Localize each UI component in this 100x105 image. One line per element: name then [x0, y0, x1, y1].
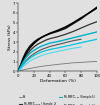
Y-axis label: Stress (kPa): Stress (kPa) — [8, 24, 12, 50]
X-axis label: Deformation (%): Deformation (%) — [40, 79, 75, 83]
Legend: PS, PS-MMT$_{vinylic}$ (Sample 2), PS-MMT$_{vinylic}$ (Sample 3), PS-MMT$_{vinyl: PS, PS-MMT$_{vinylic}$ (Sample 2), PS-MM… — [18, 93, 97, 105]
